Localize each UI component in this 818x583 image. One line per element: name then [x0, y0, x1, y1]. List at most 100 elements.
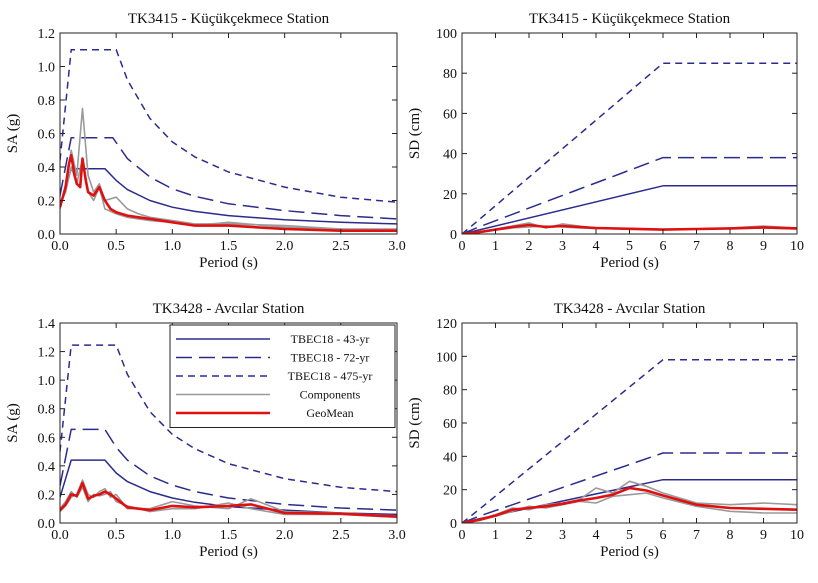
x-tick-label: 3	[559, 528, 566, 543]
series-line-components-4	[60, 157, 397, 232]
series-line-tbec18-72-yr-1	[462, 156, 797, 234]
y-tick-label: 100	[436, 27, 457, 42]
x-tick-label: 7	[693, 239, 700, 254]
x-tick-label: 8	[727, 528, 734, 543]
x-tick-label: 10	[790, 528, 804, 543]
x-tick-label: 3.0	[388, 239, 406, 254]
x-tick-label: 0.0	[51, 239, 69, 254]
series-group	[60, 344, 397, 519]
series-line-tbec18-72-yr-1	[60, 428, 397, 511]
x-tick-label: 6	[660, 239, 667, 254]
x-tick-label: 4	[593, 239, 600, 254]
chart-title: TK3415 - Küçükçekmece Station	[128, 11, 330, 27]
x-tick-label: 5	[626, 528, 633, 543]
x-tick-label: 0.5	[107, 239, 125, 254]
chart-title: TK3415 - Küçükçekmece Station	[529, 11, 731, 27]
x-tick-label: 0	[459, 239, 466, 254]
y-tick-label: 0.4	[38, 161, 56, 176]
x-tick-label: 2.5	[332, 528, 350, 543]
x-axis-label: Period (s)	[600, 255, 659, 271]
series-line-tbec18-475-yr-2	[462, 358, 797, 523]
plot-frame	[461, 322, 798, 524]
x-tick-label: 2	[526, 528, 533, 543]
legend-label: Components	[300, 388, 361, 402]
x-tick-label: 1.5	[220, 528, 238, 543]
x-tick-label: 1.0	[164, 239, 182, 254]
x-tick-label: 0	[459, 528, 466, 543]
y-tick-label: 0.0	[38, 517, 56, 532]
x-tick-label: 1.5	[220, 239, 238, 254]
y-tick-label: 0.8	[38, 403, 56, 418]
x-tick-label: 7	[693, 528, 700, 543]
legend-label: TBEC18 - 475-yr	[288, 369, 373, 383]
legend: TBEC18 - 43-yr TBEC18 - 72-yr TBEC18 - 475…	[169, 324, 396, 428]
y-tick-label: 0.4	[38, 460, 56, 475]
y-axis-label: SD (cm)	[407, 108, 423, 159]
series-line-geomean-5	[462, 223, 797, 234]
series-line-tbec18-72-yr-1	[462, 452, 797, 523]
x-tick-label: 1	[492, 528, 499, 543]
chart-title: TK3428 - Avcılar Station	[153, 301, 305, 317]
y-tick-label: 40	[443, 148, 457, 163]
x-tick-label: 6	[660, 528, 667, 543]
series-line-components-3	[60, 107, 397, 230]
y-axis-label: SA (g)	[5, 403, 21, 443]
y-tick-label: 1.0	[38, 61, 56, 76]
x-axis-label: Period (s)	[199, 255, 258, 271]
x-axis-label: Period (s)	[600, 544, 659, 560]
y-tick-label: 20	[443, 484, 457, 499]
y-tick-label: 1.4	[38, 317, 56, 332]
y-tick-label: 20	[443, 188, 457, 203]
chart-title: TK3428 - Avcılar Station	[554, 301, 706, 317]
y-tick-label: 0.2	[38, 195, 56, 210]
series-line-tbec18-475-yr-2	[462, 62, 797, 234]
x-tick-label: 1.0	[164, 528, 182, 543]
series-line-components-3	[462, 480, 797, 523]
y-tick-label: 0.8	[38, 94, 56, 109]
y-tick-label: 0	[450, 517, 457, 532]
y-tick-label: 60	[443, 417, 457, 432]
y-tick-label: 0.0	[38, 228, 56, 243]
y-tick-label: 0.2	[38, 488, 56, 503]
y-tick-label: 80	[443, 67, 457, 82]
x-tick-label: 0.0	[51, 528, 69, 543]
y-tick-label: 1.0	[38, 374, 56, 389]
y-tick-label: 100	[436, 350, 457, 365]
y-tick-label: 0.6	[38, 128, 56, 143]
y-tick-label: 120	[436, 317, 457, 332]
series-line-geomean-5	[60, 154, 397, 232]
x-tick-label: 1	[492, 239, 499, 254]
series-group	[462, 358, 797, 523]
series-line-tbec18-475-yr-2	[60, 344, 397, 493]
y-tick-label: 0	[450, 228, 457, 243]
x-tick-label: 0.5	[107, 528, 125, 543]
y-tick-label: 80	[443, 384, 457, 399]
y-tick-label: 60	[443, 107, 457, 122]
series-line-geomean-5	[60, 481, 397, 518]
x-tick-label: 8	[727, 239, 734, 254]
x-tick-label: 3.0	[388, 528, 406, 543]
series-line-tbec18-475-yr-2	[60, 48, 397, 203]
y-tick-label: 1.2	[38, 27, 56, 42]
legend-box	[169, 324, 396, 428]
y-tick-label: 0.6	[38, 431, 56, 446]
legend-label: TBEC18 - 72-yr	[291, 351, 370, 365]
series-line-tbec18-43-yr-0	[462, 478, 797, 523]
legend-label: GeoMean	[306, 406, 353, 420]
x-tick-label: 2.0	[276, 239, 294, 254]
x-tick-label: 9	[760, 528, 767, 543]
series-group	[60, 48, 397, 232]
x-tick-label: 4	[593, 528, 600, 543]
y-axis-label: SA (g)	[5, 114, 21, 154]
x-tick-label: 10	[790, 239, 804, 254]
x-tick-label: 3	[559, 239, 566, 254]
x-tick-label: 5	[626, 239, 633, 254]
chart-panel-1: 0.0 0.5 1.0 1.5 2.0 2.5 3.0 0.0 0.2 0.4 0.6 0.8 1.0 1…	[5, 11, 406, 271]
x-tick-label: 2.0	[276, 528, 294, 543]
x-tick-label: 2	[526, 239, 533, 254]
y-axis-label: SD (cm)	[407, 397, 423, 448]
panels: 0.0 0.5 1.0 1.5 2.0 2.5 3.0 0.0 0.2 0.4 0.6 0.8 1.0 1…	[5, 11, 804, 560]
